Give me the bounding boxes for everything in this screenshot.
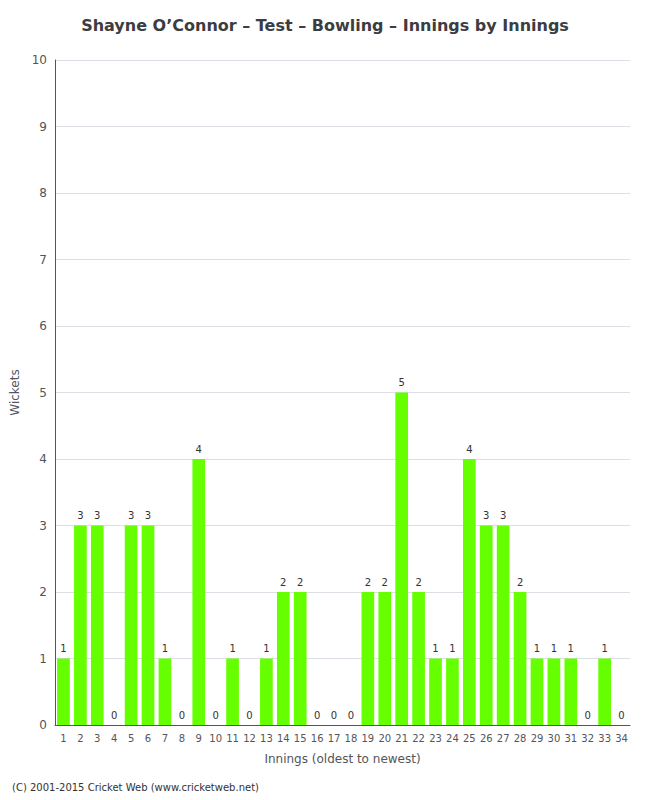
svg-text:13: 13: [260, 733, 273, 744]
svg-text:3: 3: [39, 519, 47, 533]
svg-text:6: 6: [39, 319, 47, 333]
svg-text:32: 32: [581, 733, 594, 744]
svg-text:1: 1: [60, 643, 66, 654]
svg-text:0: 0: [179, 710, 185, 721]
svg-text:3: 3: [94, 510, 100, 521]
svg-text:2: 2: [39, 585, 47, 599]
svg-text:0: 0: [618, 710, 624, 721]
svg-text:8: 8: [39, 186, 47, 200]
svg-text:1: 1: [568, 643, 574, 654]
svg-text:1: 1: [432, 643, 438, 654]
svg-text:4: 4: [466, 444, 472, 455]
svg-text:1: 1: [551, 643, 557, 654]
svg-text:30: 30: [548, 733, 561, 744]
svg-text:3: 3: [128, 510, 134, 521]
svg-text:7: 7: [39, 253, 47, 267]
svg-text:23: 23: [429, 733, 442, 744]
svg-text:3: 3: [500, 510, 506, 521]
svg-text:Shayne Oʼ​Connor – Test – Bowl: Shayne Oʼ​Connor – Test – Bowling – Inni…: [81, 16, 569, 35]
svg-text:5: 5: [39, 386, 47, 400]
svg-text:4: 4: [39, 452, 47, 466]
svg-text:28: 28: [514, 733, 527, 744]
svg-text:0: 0: [111, 710, 117, 721]
svg-text:2: 2: [77, 733, 83, 744]
svg-text:16: 16: [311, 733, 324, 744]
svg-text:2: 2: [280, 577, 286, 588]
svg-text:2: 2: [517, 577, 523, 588]
svg-text:26: 26: [480, 733, 493, 744]
svg-text:Wickets: Wickets: [8, 369, 22, 415]
svg-text:2: 2: [382, 577, 388, 588]
svg-text:25: 25: [463, 733, 476, 744]
svg-text:19: 19: [362, 733, 375, 744]
svg-text:1: 1: [162, 643, 168, 654]
svg-text:18: 18: [345, 733, 358, 744]
svg-text:0: 0: [246, 710, 252, 721]
svg-text:10: 10: [209, 733, 222, 744]
svg-text:9: 9: [196, 733, 202, 744]
svg-text:2: 2: [415, 577, 421, 588]
svg-text:2: 2: [365, 577, 371, 588]
svg-text:3: 3: [483, 510, 489, 521]
svg-text:27: 27: [497, 733, 510, 744]
svg-text:1: 1: [449, 643, 455, 654]
svg-text:1: 1: [39, 652, 47, 666]
svg-text:3: 3: [145, 510, 151, 521]
svg-text:31: 31: [564, 733, 577, 744]
svg-text:22: 22: [412, 733, 425, 744]
svg-text:14: 14: [277, 733, 290, 744]
svg-text:0: 0: [348, 710, 354, 721]
svg-text:2: 2: [297, 577, 303, 588]
svg-text:7: 7: [162, 733, 168, 744]
svg-text:1: 1: [601, 643, 607, 654]
svg-text:20: 20: [378, 733, 391, 744]
svg-text:21: 21: [395, 733, 408, 744]
svg-text:10: 10: [32, 53, 47, 67]
svg-text:5: 5: [128, 733, 134, 744]
svg-text:12: 12: [243, 733, 256, 744]
svg-text:9: 9: [39, 120, 47, 134]
svg-text:6: 6: [145, 733, 151, 744]
svg-text:0: 0: [39, 718, 47, 732]
svg-text:15: 15: [294, 733, 307, 744]
svg-text:24: 24: [446, 733, 459, 744]
svg-text:3: 3: [94, 733, 100, 744]
svg-text:Innings (oldest to newest): Innings (oldest to newest): [264, 752, 420, 766]
svg-text:1: 1: [60, 733, 66, 744]
svg-text:4: 4: [111, 733, 117, 744]
svg-text:4: 4: [196, 444, 202, 455]
svg-text:0: 0: [585, 710, 591, 721]
svg-text:(C) 2001-2015 Cricket Web (www: (C) 2001-2015 Cricket Web (www.cricketwe…: [12, 782, 259, 793]
svg-text:0: 0: [331, 710, 337, 721]
svg-text:8: 8: [179, 733, 185, 744]
svg-text:1: 1: [263, 643, 269, 654]
svg-text:5: 5: [399, 377, 405, 388]
svg-text:17: 17: [328, 733, 341, 744]
svg-text:34: 34: [615, 733, 628, 744]
svg-text:1: 1: [229, 643, 235, 654]
svg-text:0: 0: [212, 710, 218, 721]
svg-text:33: 33: [598, 733, 611, 744]
svg-text:3: 3: [77, 510, 83, 521]
svg-text:29: 29: [531, 733, 544, 744]
svg-text:11: 11: [226, 733, 239, 744]
svg-text:0: 0: [314, 710, 320, 721]
svg-text:1: 1: [534, 643, 540, 654]
